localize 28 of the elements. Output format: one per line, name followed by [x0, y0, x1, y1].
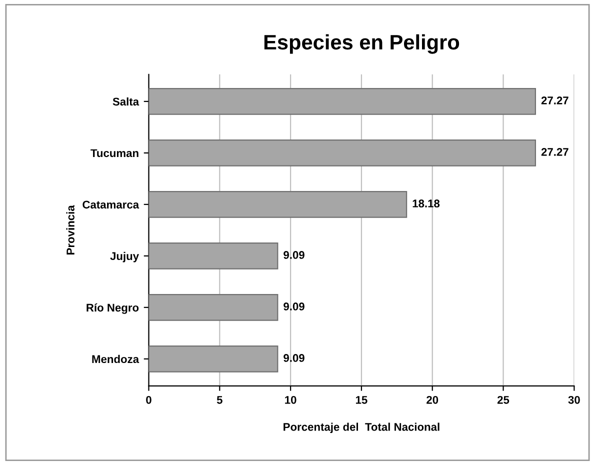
data-label: 27.27	[541, 148, 568, 156]
bar	[148, 88, 536, 115]
bar	[148, 294, 278, 321]
y-tick-label: Mendoza	[92, 354, 140, 364]
x-tick-label: 10	[285, 396, 296, 404]
x-tick-label: 20	[426, 396, 438, 404]
chart-title: Especies en Peligro	[264, 34, 460, 54]
data-label: 9.09	[284, 302, 304, 310]
y-tick-label: Río Negro	[86, 303, 139, 314]
y-tick-label: Salta	[112, 97, 140, 106]
data-label: 9.09	[284, 354, 304, 362]
data-label: 27.27	[541, 96, 568, 104]
bar	[148, 242, 278, 270]
data-label: 18.18	[412, 200, 440, 208]
x-tick-label: 25	[497, 396, 510, 404]
y-tick-label: Tucuman	[90, 149, 138, 158]
y-tick-label: Jujuy	[110, 252, 139, 262]
bar	[148, 140, 536, 166]
x-tick-label: 0	[146, 396, 152, 404]
x-tick-label: 5	[216, 396, 222, 404]
y-axis-title: Provincia	[66, 205, 74, 254]
bar	[148, 191, 408, 218]
data-label: 9.09	[284, 251, 304, 259]
x-tick-label: 30	[568, 396, 580, 404]
x-axis-title: Porcentaje del Total Nacional	[284, 422, 440, 434]
y-tick-label: Catamarca	[82, 200, 140, 209]
bar	[148, 345, 278, 372]
x-tick-label: 15	[356, 396, 368, 404]
